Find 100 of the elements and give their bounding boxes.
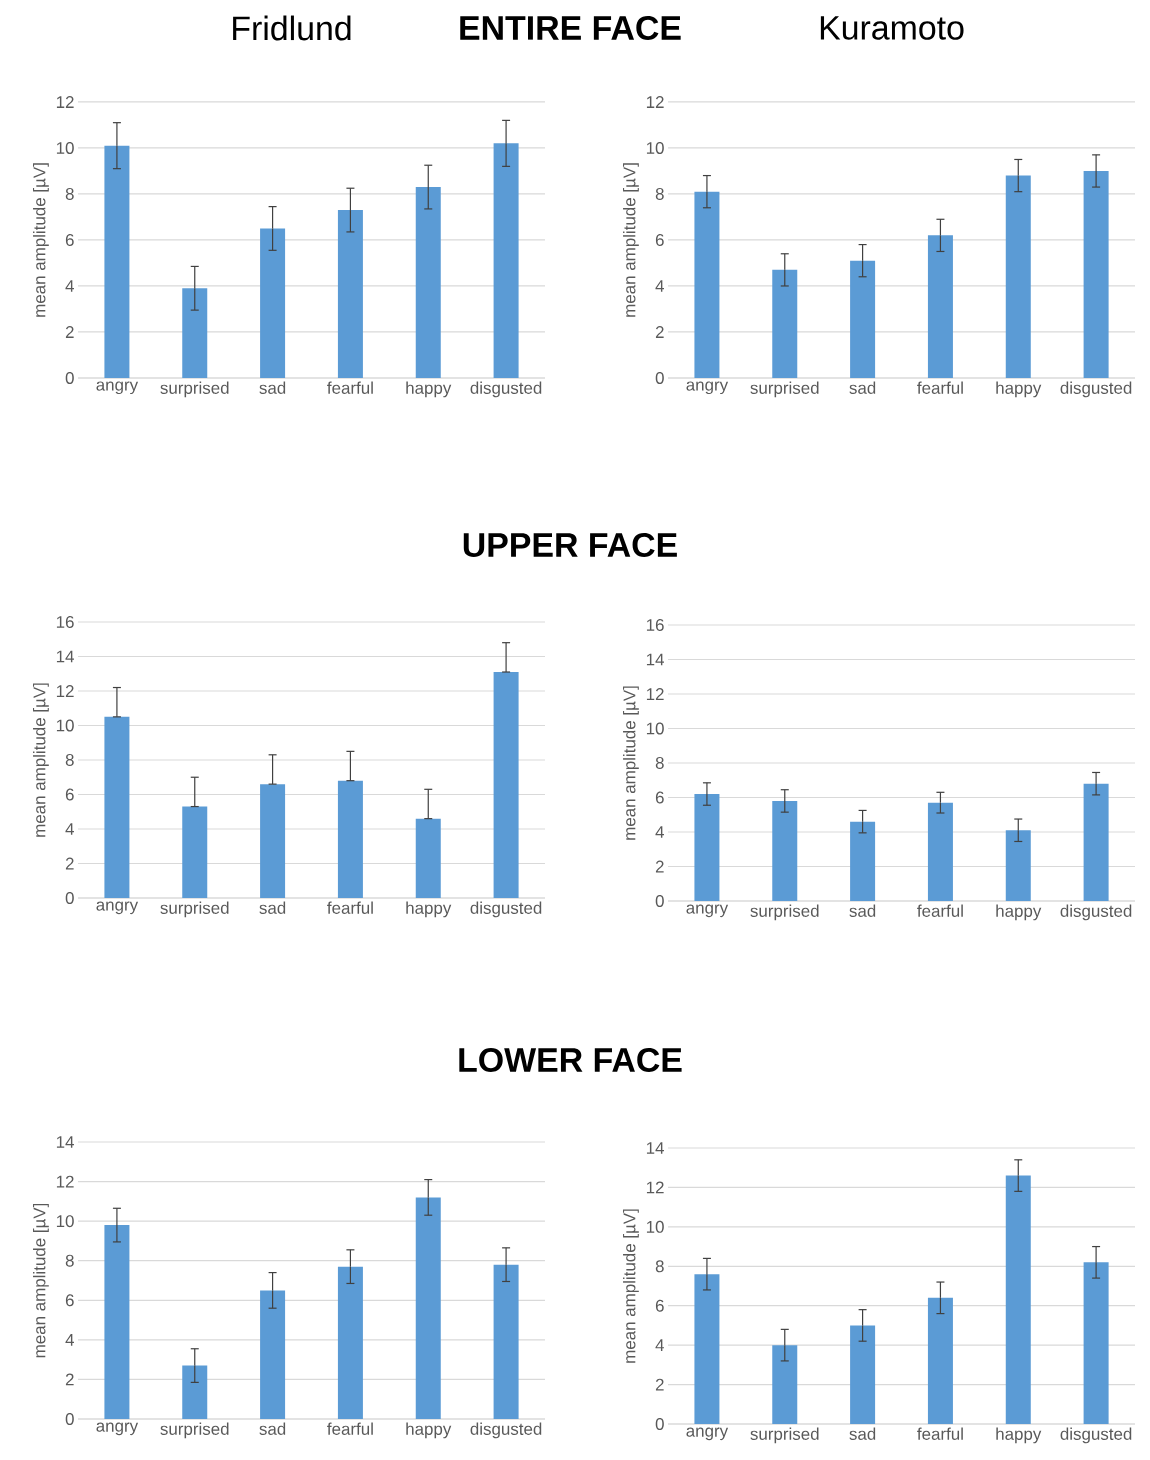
x-tick-label: happy <box>406 1422 452 1439</box>
y-tick-label: 0 <box>655 1418 664 1430</box>
y-tick-label: 8 <box>65 1254 74 1267</box>
y-tick-label: 2 <box>655 1378 664 1391</box>
bar <box>415 818 441 898</box>
bar <box>850 821 876 901</box>
y-tick-label: 4 <box>655 1339 664 1351</box>
y-axis-title: mean amplitude [µV] <box>33 163 49 317</box>
y-tick-label: 14 <box>646 1142 664 1154</box>
x-tick-label: surprised <box>160 901 229 918</box>
y-tick-label: 8 <box>655 1260 664 1273</box>
bar <box>772 800 798 901</box>
y-tick-label: 10 <box>56 1215 74 1228</box>
bar <box>1005 830 1031 901</box>
chart-title: UPPER FACE <box>463 532 677 557</box>
y-tick-label: 4 <box>65 823 74 835</box>
bar <box>1083 1262 1109 1424</box>
x-tick-label: happy <box>406 381 452 398</box>
x-tick-label: fearful <box>327 381 373 394</box>
bar <box>260 228 286 378</box>
bar <box>1005 175 1031 378</box>
bar <box>850 260 876 378</box>
y-axis-title: mean amplitude [µV] <box>33 1203 49 1358</box>
y-tick-label: 16 <box>56 615 74 628</box>
bar <box>772 269 798 378</box>
bar <box>104 1225 130 1419</box>
y-tick-label: 12 <box>56 1175 74 1188</box>
y-tick-label: 6 <box>65 233 74 246</box>
bar <box>182 288 208 378</box>
bar <box>104 145 130 378</box>
x-tick-label: happy <box>406 901 452 918</box>
x-tick-label: surprised <box>750 381 819 398</box>
x-tick-label: fearful <box>917 904 963 917</box>
y-tick-label: 14 <box>646 653 664 666</box>
y-tick-label: 6 <box>655 1299 664 1312</box>
y-tick-label: 4 <box>65 1334 74 1346</box>
y-tick-label: 2 <box>65 857 74 870</box>
x-tick-label: fearful <box>327 1422 373 1435</box>
y-tick-label: 2 <box>65 326 74 338</box>
bar <box>260 1290 286 1419</box>
bar <box>104 716 130 898</box>
y-tick-label: 4 <box>655 280 664 292</box>
y-tick-label: 12 <box>56 685 74 697</box>
bar <box>1083 783 1109 901</box>
bar <box>927 235 953 378</box>
x-tick-label: happy <box>996 1427 1042 1444</box>
bar <box>694 794 720 901</box>
x-tick-label: sad <box>849 904 876 917</box>
x-tick-label: disgusted <box>1060 904 1132 921</box>
x-tick-label: fearful <box>917 381 963 394</box>
bar <box>493 1264 519 1419</box>
y-axis-title: mean amplitude [µV] <box>623 686 639 840</box>
bar <box>493 672 519 898</box>
x-tick-label: surprised <box>160 381 229 398</box>
chart-title: LOWER FACE <box>459 1048 682 1072</box>
y-tick-label: 4 <box>65 280 74 292</box>
bar <box>337 780 363 898</box>
x-tick-label: disgusted <box>1060 381 1132 398</box>
x-tick-label: sad <box>259 1422 286 1435</box>
bar <box>493 143 519 378</box>
bar <box>415 1197 441 1419</box>
chart-subtitle: Fridlund <box>233 15 351 41</box>
y-tick-label: 10 <box>646 141 664 154</box>
y-tick-label: 6 <box>655 233 664 246</box>
bar <box>337 210 363 378</box>
y-tick-label: 8 <box>655 756 664 769</box>
bar <box>772 1345 798 1424</box>
y-tick-label: 14 <box>56 1136 74 1148</box>
y-tick-label: 0 <box>65 1413 74 1425</box>
x-tick-label: sad <box>849 1427 876 1440</box>
bar <box>415 187 441 378</box>
bar <box>927 1297 953 1424</box>
y-tick-label: 10 <box>646 722 664 735</box>
x-tick-label: happy <box>996 904 1042 921</box>
x-tick-label: disgusted <box>470 901 542 918</box>
x-tick-label: fearful <box>327 901 373 914</box>
x-tick-label: surprised <box>160 1422 229 1439</box>
x-tick-label: angry <box>96 381 139 395</box>
y-tick-label: 0 <box>655 371 664 384</box>
y-tick-label: 6 <box>65 1294 74 1307</box>
y-tick-label: 12 <box>646 1181 664 1194</box>
y-tick-label: 0 <box>65 371 74 384</box>
y-tick-label: 16 <box>646 618 664 631</box>
y-tick-label: 10 <box>56 141 74 154</box>
chart-title: ENTIRE FACE <box>460 15 681 40</box>
x-tick-label: sad <box>849 381 876 394</box>
y-tick-label: 8 <box>65 753 74 766</box>
x-tick-label: surprised <box>750 904 819 921</box>
y-tick-label: 8 <box>655 187 664 200</box>
bar <box>337 1266 363 1419</box>
x-tick-label: angry <box>96 1422 139 1436</box>
x-tick-label: happy <box>996 381 1042 398</box>
bar <box>850 1325 876 1424</box>
bar <box>694 191 720 378</box>
y-tick-label: 6 <box>65 788 74 801</box>
y-axis-title: mean amplitude [µV] <box>623 163 639 317</box>
x-tick-label: disgusted <box>470 1422 542 1439</box>
x-tick-label: disgusted <box>470 381 542 398</box>
y-axis-title: mean amplitude [µV] <box>33 683 49 837</box>
bar <box>260 784 286 898</box>
